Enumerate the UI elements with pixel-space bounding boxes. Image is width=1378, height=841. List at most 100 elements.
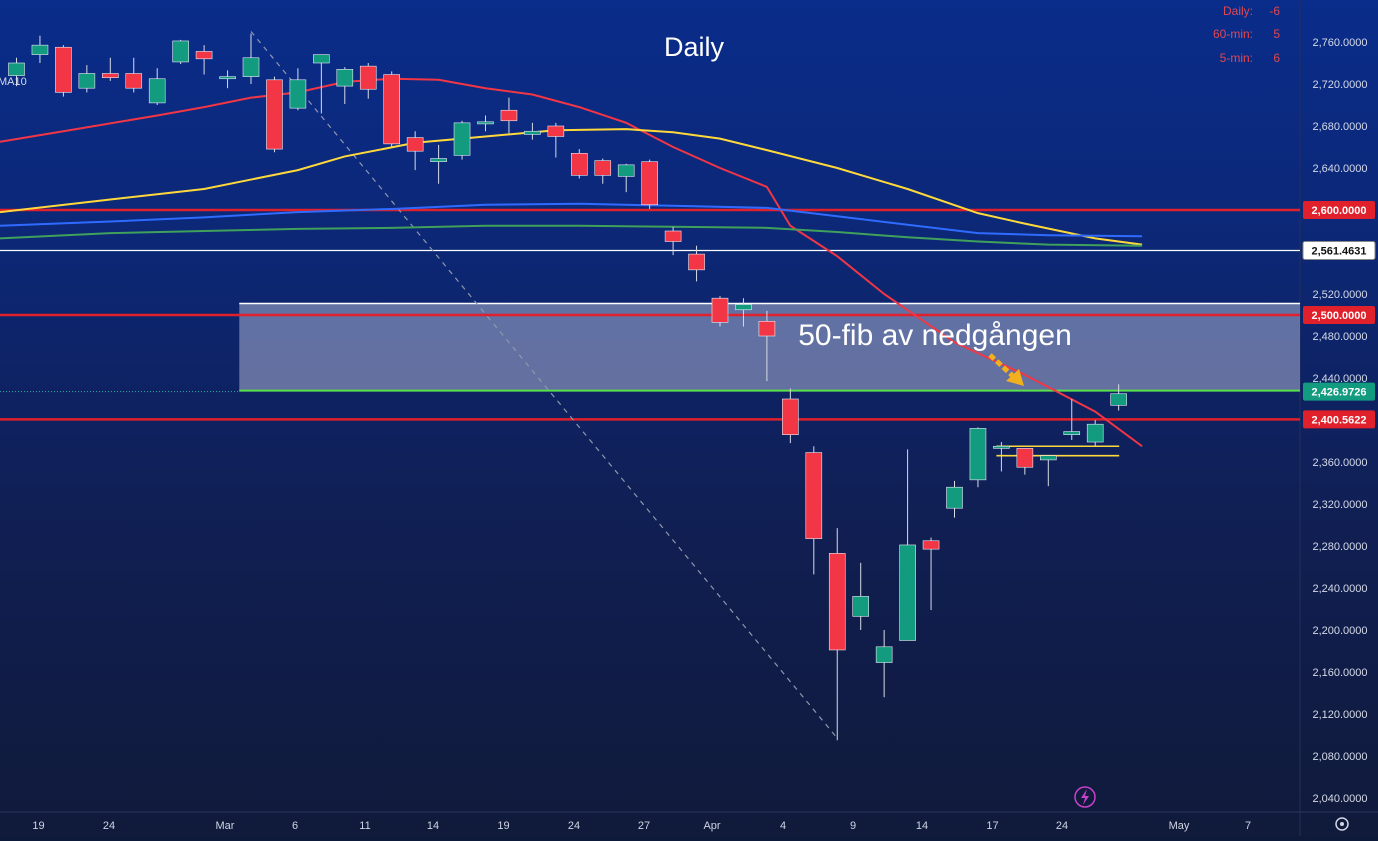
candle[interactable] <box>313 54 330 114</box>
candle[interactable] <box>828 528 846 741</box>
time-axis-tick: 14 <box>916 820 928 832</box>
candle[interactable] <box>641 159 658 209</box>
moving-average-line[interactable] <box>0 128 1143 246</box>
candle[interactable] <box>477 115 494 132</box>
trendline-dashed[interactable] <box>250 31 838 739</box>
price-label: 2,426.9726 <box>1303 382 1375 401</box>
candle-body <box>148 78 166 104</box>
candle[interactable] <box>172 39 189 65</box>
candle-body <box>922 540 940 550</box>
candles-layer[interactable] <box>8 33 1127 741</box>
candle[interactable] <box>500 97 518 134</box>
candle-body <box>313 54 330 64</box>
candle[interactable] <box>148 68 166 105</box>
moving-average-line[interactable] <box>0 77 1143 448</box>
candle[interactable] <box>664 226 682 256</box>
price-label-box <box>1303 201 1375 219</box>
candle-body <box>172 40 189 63</box>
candle[interactable] <box>359 63 377 99</box>
candle[interactable] <box>993 442 1010 472</box>
candle-body <box>406 137 424 152</box>
moving-average-line[interactable] <box>0 224 1143 247</box>
price-label-text: 2,400.5622 <box>1311 414 1366 426</box>
candle[interactable] <box>570 149 588 179</box>
candle[interactable] <box>524 122 541 140</box>
candle-body <box>266 79 283 150</box>
signal-daily-value: -6 <box>1269 4 1280 18</box>
candle[interactable] <box>383 71 401 147</box>
candle[interactable] <box>688 245 705 282</box>
candle[interactable] <box>453 120 471 160</box>
candle[interactable] <box>31 35 49 63</box>
candle[interactable] <box>8 57 25 87</box>
candle[interactable] <box>1040 455 1057 487</box>
candle[interactable] <box>1110 384 1127 411</box>
candle[interactable] <box>78 65 96 93</box>
candle[interactable] <box>805 446 823 575</box>
candle[interactable] <box>406 131 424 171</box>
candle[interactable] <box>547 122 565 158</box>
candle[interactable] <box>922 537 940 611</box>
candle[interactable] <box>594 158 612 184</box>
candle[interactable] <box>242 33 260 84</box>
candle-body <box>477 121 494 125</box>
candle[interactable] <box>875 630 893 698</box>
time-axis-tick: 7 <box>1245 820 1251 832</box>
price-axis-tick: 2,640.0000 <box>1312 163 1367 175</box>
candle[interactable] <box>617 163 635 193</box>
candle[interactable] <box>1016 448 1034 475</box>
settings-gear-icon[interactable] <box>1335 817 1349 831</box>
candle[interactable] <box>1086 420 1104 447</box>
candle[interactable] <box>852 562 870 630</box>
price-label-text: 2,600.0000 <box>1311 205 1366 217</box>
price-axis-tick: 2,680.0000 <box>1312 121 1367 133</box>
candle-body <box>711 297 729 323</box>
time-axis-tick: 19 <box>497 820 509 832</box>
moving-average-line[interactable] <box>0 202 1143 238</box>
candle-body <box>125 73 143 89</box>
candle[interactable] <box>1063 399 1081 440</box>
candle[interactable] <box>899 449 916 641</box>
candle[interactable] <box>55 45 72 97</box>
time-axis-tick: 19 <box>32 820 44 832</box>
lightning-icon[interactable] <box>1074 786 1096 808</box>
candle-body <box>1016 448 1034 468</box>
price-axis[interactable]: 2,760.0000 2,720.0000 2,680.0000 2,640.0000… <box>1312 37 1367 805</box>
candle[interactable] <box>336 67 354 104</box>
price-labels-layer: 2,600.0000 2,561.4631 2,500.0000 2,426.9726… <box>1302 201 1376 429</box>
candle[interactable] <box>711 296 729 327</box>
candle-body <box>219 76 236 80</box>
candle-body <box>359 65 377 90</box>
fib-zone-layer <box>0 302 1300 393</box>
candle[interactable] <box>266 76 283 153</box>
price-label-box <box>1303 306 1375 324</box>
candle[interactable] <box>969 427 987 488</box>
time-axis-tick: 27 <box>638 820 650 832</box>
candle[interactable] <box>125 57 143 93</box>
price-axis-tick: 2,200.0000 <box>1312 625 1367 637</box>
candle[interactable] <box>946 480 963 518</box>
candle[interactable] <box>195 45 213 75</box>
candle[interactable] <box>219 70 236 89</box>
candle[interactable] <box>758 310 776 382</box>
price-axis-tick: 2,160.0000 <box>1312 667 1367 679</box>
candle-body <box>78 73 96 89</box>
candle-body <box>617 164 635 177</box>
candle[interactable] <box>289 68 307 111</box>
candle-body <box>993 445 1010 449</box>
candle-body <box>758 320 776 337</box>
candle-body <box>969 428 987 481</box>
candle[interactable] <box>782 388 799 444</box>
candle[interactable] <box>430 144 447 184</box>
candle[interactable] <box>102 57 119 81</box>
candle[interactable] <box>735 298 752 327</box>
signal-panel: Daily: -6 60-min: 5 5-min: 6 <box>1213 4 1280 65</box>
price-axis-tick: 2,280.0000 <box>1312 541 1367 553</box>
time-axis[interactable]: 19 24 Mar 6 11 14 19 24 27 Apr 4 9 14 17 24 May 7 <box>0 811 1378 832</box>
price-axis-tick: 2,120.0000 <box>1312 709 1367 721</box>
candle-body <box>524 130 541 135</box>
candle-body <box>289 79 307 109</box>
candle-body <box>805 452 823 539</box>
